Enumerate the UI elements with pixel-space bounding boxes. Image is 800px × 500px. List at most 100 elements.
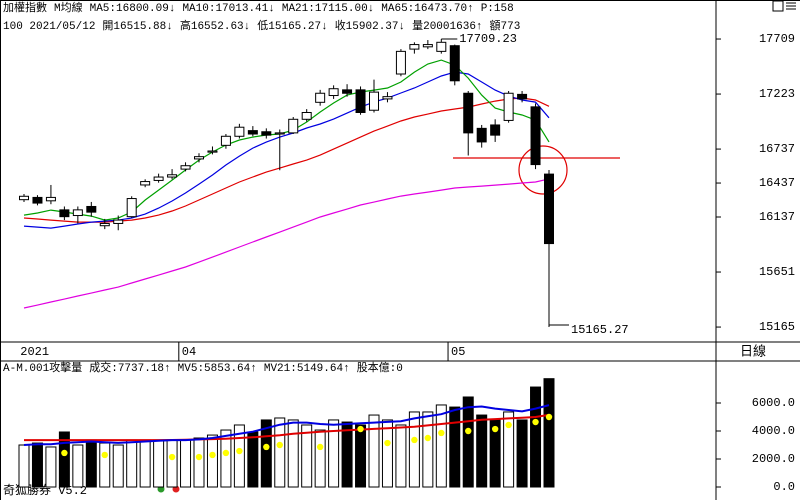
attack-dot [357,425,364,433]
candle-body [342,89,353,94]
attack-dot [263,443,270,451]
candle-body [490,124,501,136]
header-item: 低15165.27↓ [257,19,327,33]
header-item: 量20001636↑ [412,19,482,33]
annotation: 17709.23 [459,32,517,46]
attack-dot [411,436,418,444]
volume-bar [220,429,232,488]
candle-body [422,44,433,48]
candle-body [247,130,258,135]
candle-body [140,181,151,186]
candle-body [409,44,420,50]
volume-bar [166,439,178,488]
volume-bar [58,431,70,488]
volume-bar [180,439,192,488]
volume-bar [328,419,340,488]
attack-dot [316,443,324,451]
candle-body [315,92,326,103]
attack-dot [236,447,243,455]
volume-bar [462,396,474,488]
volume-bar [408,411,420,488]
candle-body [59,209,70,218]
attack-dot [384,439,391,447]
candle-body [126,198,137,218]
candle-body [86,205,97,213]
x-tick-label: 04 [182,345,196,359]
attack-dot [491,425,499,433]
y-tick-label: 17709 [759,32,795,46]
candle-body [153,176,164,181]
candle-body [261,131,272,136]
attack-dot [222,449,230,457]
annotation: 15165.27 [571,323,629,337]
y-tick-label: 16437 [759,176,795,190]
candle-body [355,89,366,114]
candle-body [382,96,393,100]
volume-bar [139,439,151,488]
candle-body [476,127,487,143]
candle-body [113,219,124,224]
header-item: 成交:7737.18↑ [89,360,170,375]
volume-bar [341,421,353,488]
y-tick-label: 2000.0 [752,452,795,466]
header-item: MA5:16800.09↓ [90,3,176,15]
volume-bar [99,442,111,488]
candle-body [220,135,231,146]
menu-icon[interactable] [786,2,796,10]
candle-body [517,93,528,100]
candle-body [45,196,56,202]
attack-dot [545,413,553,421]
candle-body [274,132,285,135]
volume-bar [193,437,205,488]
header-item: 額773 [490,19,521,33]
header-item: 高16552.63↓ [180,18,250,33]
candle-body [19,195,29,201]
candle-body [288,118,299,134]
candle-body [32,196,43,204]
y-tick-label: 0.0 [773,480,795,494]
candle-body [301,112,312,120]
candle-body [530,106,541,166]
header-item: 開16515.88↓ [102,19,172,33]
volume-bar [516,419,528,488]
volume-bar [85,439,97,488]
attack-dot [209,451,216,459]
header-item: MV5:5853.64↑ [178,363,257,375]
line-series [23,404,550,446]
attack-dot [465,427,472,435]
line-series [23,59,550,221]
volume-bar [287,419,299,488]
volume-bar [530,386,542,488]
candle-body [544,173,554,245]
candle-body [180,165,191,170]
attack-dot [505,421,512,429]
header-item: 收15902.37↓ [335,18,405,33]
candle-body [194,156,204,160]
volume-bar [476,414,488,488]
header-item: 股本億:0 [357,360,403,375]
volume-bar [126,439,138,488]
attack-dot [276,441,283,449]
volume-bar [435,404,447,488]
volume-bar [260,419,272,488]
volume-bar [422,411,434,488]
window-icon[interactable] [772,0,784,12]
candle-body [234,126,245,137]
candle-body [207,150,218,153]
candle-body [449,45,460,82]
volume-bar [274,417,286,488]
line-series [23,97,550,223]
x-tick-label: 2021 [20,345,49,359]
candle-body [436,41,447,52]
attack-dot [61,449,68,457]
header-item: MA10:17013.41↓ [182,3,274,15]
header-item: A-M.001攻擊量 [3,360,82,375]
candle-body [72,209,83,217]
header-item: MA21:17115.00↓ [282,3,374,15]
candle-body [463,92,474,134]
period-label: 日線 [740,343,766,359]
volume-bar [153,439,165,488]
volume-bar [18,444,30,488]
